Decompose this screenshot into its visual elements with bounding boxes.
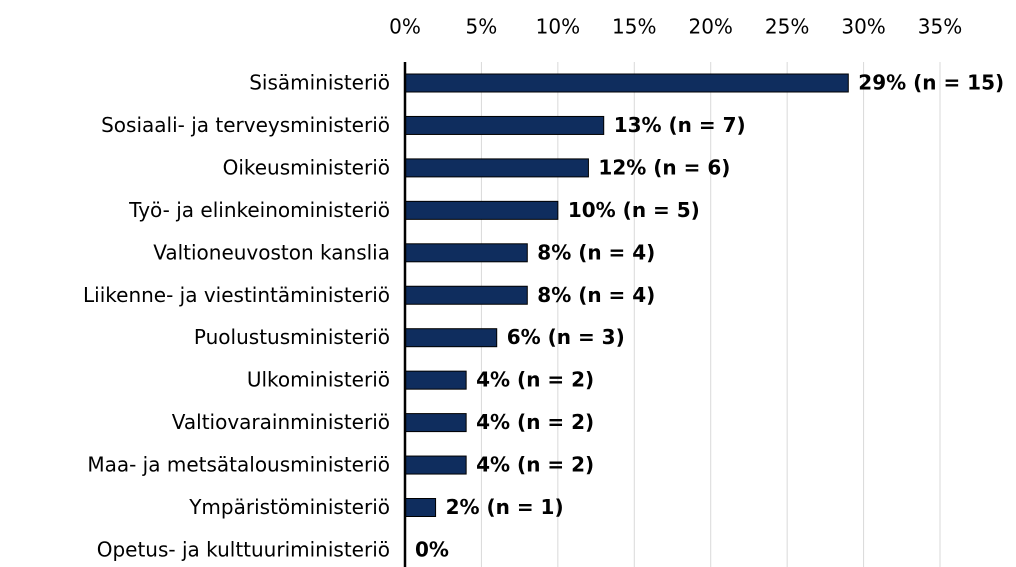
bar [404,455,467,475]
data-label: 6% (n = 3) [507,325,625,349]
data-label: 12% (n = 6) [598,155,730,179]
bars [404,73,849,517]
data-label: 8% (n = 4) [537,283,655,307]
x-tick-label: 25% [765,15,809,39]
x-tick-label: 20% [688,15,732,39]
bar [404,73,849,93]
bar [404,370,467,390]
y-tick-label: Liikenne- ja viestintäministeriö [83,283,390,307]
x-tick-label: 30% [841,15,885,39]
data-label: 4% (n = 2) [476,368,594,392]
y-tick-label: Sisäministeriö [249,71,390,95]
grid [404,62,941,567]
y-tick-label: Ympäristöministeriö [188,495,390,519]
bar [404,498,437,517]
bar [404,285,528,305]
bar [404,158,589,178]
data-label: 4% (n = 2) [476,410,594,434]
bar [404,115,605,135]
x-tick-label: 5% [466,15,498,39]
data-label: 8% (n = 4) [537,240,655,264]
y-tick-label: Oikeusministeriö [223,155,390,179]
bar [404,243,528,263]
x-tick-label: 15% [612,15,656,39]
y-tick-label: Opetus- ja kulttuuriministeriö [97,537,390,561]
data-label: 0% [415,537,449,561]
bar [404,200,559,220]
data-label: 13% (n = 7) [614,113,746,137]
y-tick-label: Maa- ja metsätalousministeriö [87,453,390,477]
data-label: 4% (n = 2) [476,453,594,477]
x-tick-label: 10% [536,15,580,39]
data-label: 10% (n = 5) [568,198,700,222]
data-label: 2% (n = 1) [446,495,564,519]
bar [404,413,467,433]
y-tick-label: Valtiovarainministeriö [172,410,390,434]
data-label: 29% (n = 15) [858,71,1004,95]
bar [404,328,498,348]
y-tick-label: Sosiaali- ja terveysministeriö [101,113,390,137]
y-tick-label: Työ- ja elinkeinoministeriö [128,198,390,222]
y-tick-label: Puolustusministeriö [194,325,390,349]
y-tick-label: Ulkoministeriö [247,368,390,392]
x-tick-label: 0% [389,15,421,39]
y-tick-label: Valtioneuvoston kanslia [153,240,390,264]
x-tick-label: 35% [918,15,962,39]
